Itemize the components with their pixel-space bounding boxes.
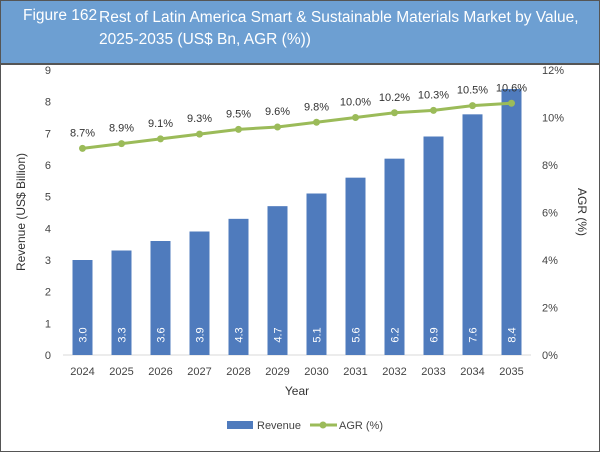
agr-line [82, 101, 512, 150]
chart-title: Rest of Latin America Smart & Sustainabl… [99, 9, 579, 48]
bar-data-label: 8.4 [507, 327, 519, 342]
agr-point-2024 [79, 144, 86, 152]
y-tick-label: 3 [45, 255, 51, 267]
y-tick-label: 1 [45, 318, 51, 330]
y2-tick-label: 0% [542, 350, 558, 362]
bar-revenue-2034 [462, 114, 483, 355]
bar-revenue-2028 [228, 218, 249, 355]
bar-revenue-2024 [72, 260, 93, 355]
y-axis-title: Revenue (US$ Billion) [14, 153, 28, 271]
bar-revenue-2029 [267, 206, 288, 355]
agr-point-2025 [118, 140, 125, 148]
bar-data-label: 5.6 [351, 327, 363, 342]
bar-data-label: 4.7 [273, 327, 285, 342]
bar-revenue-2033 [423, 136, 444, 355]
agr-data-label: 10.3% [418, 89, 449, 101]
x-tick-label: 2034 [460, 366, 484, 378]
agr-data-label: 9.1% [148, 118, 173, 130]
agr-data-label: 10.2% [379, 92, 410, 104]
y2-tick-label: 12% [542, 65, 564, 77]
agr-point-2032 [391, 109, 398, 117]
bar-revenue-2027 [189, 231, 210, 355]
agr-data-label: 9.3% [187, 113, 212, 125]
bar-data-label: 3.3 [117, 327, 129, 342]
x-tick-label: 2032 [382, 366, 406, 378]
agr-data-label: 8.7% [70, 127, 95, 139]
y-tick-label: 2 [45, 287, 51, 299]
y-tick-label: 5 [45, 192, 51, 204]
agr-point-2035 [508, 99, 515, 107]
agr-point-2031 [352, 114, 359, 121]
y2-tick-label: 6% [542, 208, 558, 220]
x-tick-label: 2030 [304, 366, 328, 378]
agr-point-2030 [313, 118, 320, 126]
agr-point-2028 [235, 125, 242, 133]
bar-data-label: 5.1 [312, 327, 324, 342]
x-tick-label: 2029 [265, 366, 289, 378]
agr-point-2029 [274, 123, 281, 131]
bar-data-label: 3.6 [156, 327, 168, 342]
agr-data-label: 10.5% [457, 85, 488, 97]
agr-point-2026 [157, 135, 164, 143]
agr-data-label: 9.6% [265, 106, 290, 118]
chart-header: Figure 162 Rest of Latin America Smart &… [1, 1, 599, 65]
agr-data-label: 9.5% [226, 108, 251, 120]
agr-point-2027 [196, 130, 203, 138]
agr-data-label: 9.8% [304, 101, 329, 113]
y2-tick-label: 4% [542, 255, 558, 267]
x-tick-label: 2024 [70, 366, 94, 378]
bar-data-label: 3.9 [195, 327, 207, 342]
agr-data-label: 10.6% [496, 82, 527, 94]
x-tick-label: 2031 [343, 366, 367, 378]
bar-revenue-2032 [384, 158, 405, 355]
x-tick-label: 2028 [226, 366, 250, 378]
figure-number: Figure 162 [23, 7, 98, 24]
bar-revenue-2026 [150, 241, 171, 355]
y-tick-label: 9 [45, 65, 51, 77]
bar-revenue-2035 [501, 89, 522, 355]
y-tick-label: 4 [45, 223, 51, 235]
legend-revenue-label: Revenue [257, 420, 301, 432]
y2-tick-label: 2% [542, 303, 558, 315]
x-tick-label: 2027 [187, 366, 211, 378]
y-tick-label: 6 [45, 160, 51, 172]
legend-revenue-swatch [227, 421, 253, 429]
x-tick-label: 2033 [421, 366, 445, 378]
y-tick-label: 8 [45, 97, 51, 109]
agr-point-2034 [469, 102, 476, 110]
agr-data-label: 8.9% [109, 123, 134, 135]
bar-data-label: 6.2 [390, 327, 402, 342]
y-tick-label: 7 [45, 128, 51, 140]
agr-point-2033 [430, 106, 437, 114]
legend-agr-marker [319, 421, 327, 429]
y2-tick-label: 10% [542, 113, 564, 125]
y2-tick-label: 8% [542, 160, 558, 172]
legend-agr-label: AGR (%) [339, 420, 383, 432]
bar-data-label: 7.6 [468, 327, 480, 342]
bar-revenue-2025 [111, 250, 132, 355]
bar-revenue-2031 [345, 177, 366, 355]
bar-revenue-2030 [306, 193, 327, 355]
agr-data-label: 10.0% [340, 97, 371, 109]
bar-data-label: 4.3 [234, 327, 246, 342]
y2-axis-title: AGR (%) [575, 188, 589, 236]
bar-data-label: 3.0 [78, 327, 90, 342]
x-axis-title: Year [285, 384, 309, 398]
x-tick-label: 2035 [499, 366, 523, 378]
y-tick-label: 0 [45, 350, 51, 362]
bar-data-label: 6.9 [429, 327, 441, 342]
x-tick-label: 2025 [109, 366, 133, 378]
x-tick-label: 2026 [148, 366, 172, 378]
